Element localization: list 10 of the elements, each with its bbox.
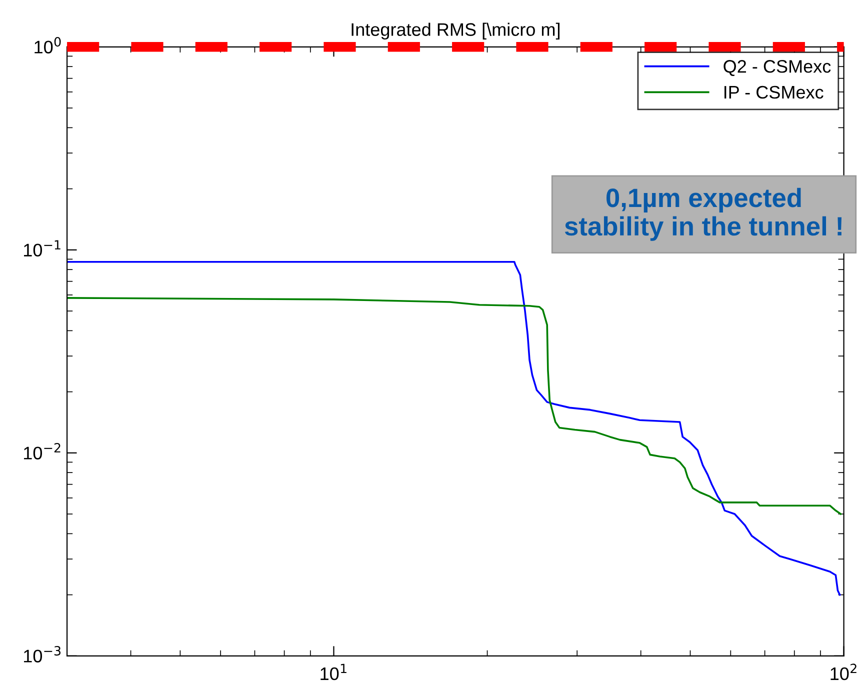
y-tick-label: 10$^{−2}$ [24,443,60,460]
annotation: 0,1µm expected stability in the tunnel ! [564,188,842,241]
x-tick-label: 10$^{2}$ [830,664,856,680]
y-tick-label: 10$^{−1}$ [24,240,60,256]
y-tick-label: 10$^{−3}$ [24,646,61,662]
legend-label: Q2 - CSMexc [724,60,831,76]
chart-title: Integrated RMS [\micro m] [352,22,560,40]
legend-label: IP - CSMexc [724,86,824,99]
y-tick-label: 10$^{0}$ [34,37,61,54]
x-tick-label: 10$^{1}$ [320,664,346,680]
